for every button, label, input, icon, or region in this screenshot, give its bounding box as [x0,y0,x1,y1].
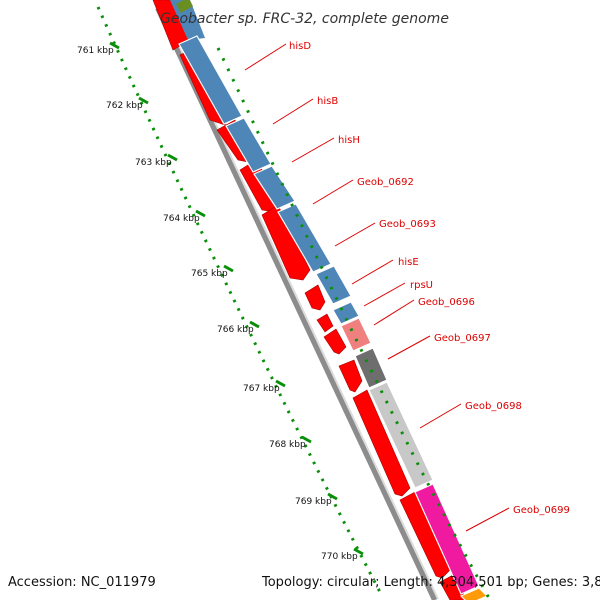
gene-label[interactable]: hisB [317,96,338,107]
gene-label[interactable]: hisD [289,41,311,52]
gene-callout-line [312,179,354,205]
outer-scale-track [216,47,492,600]
tick-mark [195,209,206,218]
gene-callout-line [334,222,376,247]
tick-label: 770 kbp [321,552,358,562]
tick-label: 763 kbp [135,158,172,168]
gene-callout-line [244,43,287,71]
gene-callout-line [387,335,431,360]
gene-band [368,381,434,489]
gene-callout-line [272,98,314,125]
gene-band [170,0,205,40]
tick-mark [275,379,286,388]
forward-gene-arrow [352,389,411,497]
tick-mark [138,96,149,105]
tick-mark [301,435,312,444]
gene-band [414,483,480,595]
tick-label: 762 kbp [106,101,143,111]
gene-band [315,265,352,305]
tick-label: 767 kbp [243,384,280,394]
gene-label[interactable]: Geob_0698 [465,401,522,412]
gene-label[interactable]: hisE [398,257,419,268]
forward-gene-arrow [304,284,326,311]
tick-label: 768 kbp [269,440,306,450]
tick-label: 761 kbp [77,46,114,56]
tick-label: 764 kbp [163,214,200,224]
tick-mark [109,41,120,50]
gene-band [332,301,360,325]
gene-label[interactable]: Geob_0697 [434,333,491,344]
tick-mark [327,492,338,501]
gene-label[interactable]: rpsU [410,280,433,291]
forward-gene-arrow [439,573,467,600]
gene-callout-line [351,259,394,285]
scale-track [96,6,384,597]
gene-label[interactable]: Geob_0696 [418,297,475,308]
gene-band [178,35,243,125]
gene-label[interactable]: Geob_0693 [379,219,436,230]
gene-label[interactable]: Geob_0699 [513,505,570,516]
tick-label: 766 kbp [217,325,254,335]
gene-band [340,317,372,352]
gene-band [354,347,388,389]
feature-stub [176,0,194,13]
gene-callout-line [419,403,462,429]
gene-callout-line [465,507,510,532]
gene-band [225,117,272,173]
map-title: Geobacter sp. FRC-32, complete genome [160,11,449,27]
tick-mark [353,547,364,556]
gene-label[interactable]: Geob_0692 [357,177,414,188]
forward-gene-arrow [338,359,363,393]
gene-label[interactable]: hisH [338,135,360,146]
forward-gene-arrow [399,491,451,579]
tick-mark [249,320,260,329]
tick-label: 765 kbp [191,269,228,279]
accession-text: Accession: NC_011979 [8,575,156,590]
gene-callout-line [373,299,415,326]
gene-callout-line [363,282,406,307]
tick-mark [223,264,234,273]
forward-gene-arrow [323,328,347,355]
gene-band [277,203,332,273]
tick-label: 769 kbp [295,497,332,507]
forward-gene-arrow [316,313,334,333]
topology-text: Topology: circular; Length: 4,304,501 bp… [261,575,600,590]
gene-band [253,165,296,210]
gene-callout-line [291,137,335,163]
tick-mark [167,153,178,162]
